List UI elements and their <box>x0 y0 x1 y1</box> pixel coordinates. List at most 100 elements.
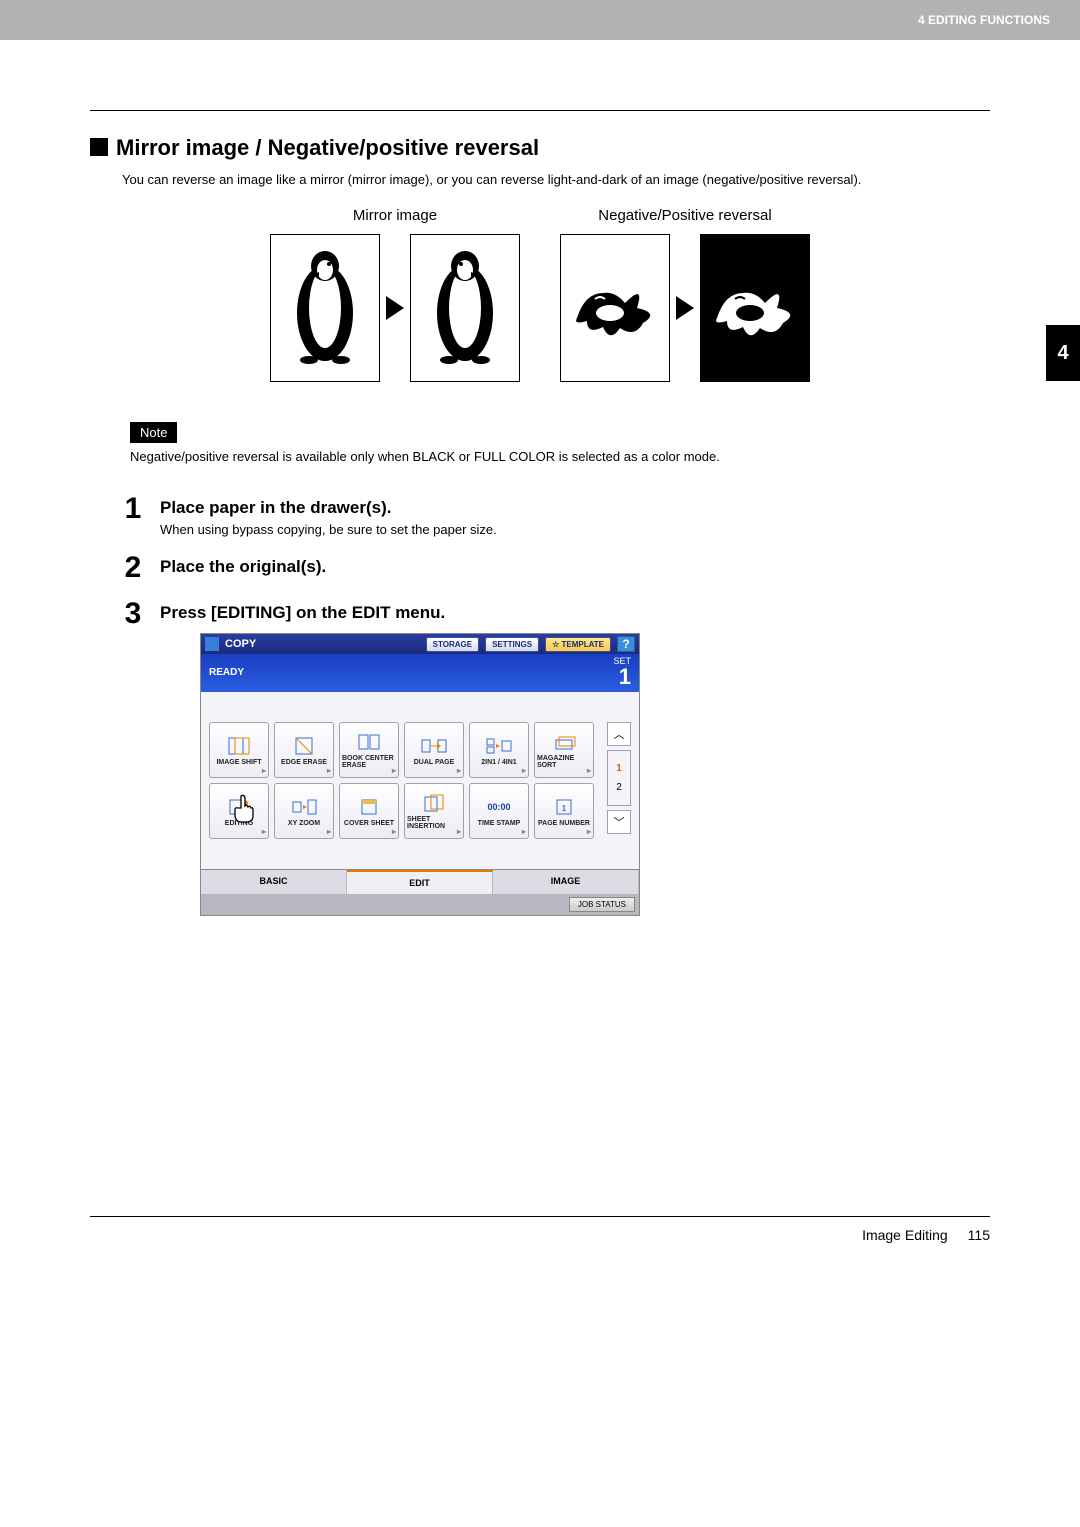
2in1-4in1-button[interactable]: 2IN1 / 4IN1▸ <box>469 722 529 778</box>
page-indicator: 1 2 <box>607 750 631 806</box>
step-number: 2 <box>120 553 146 583</box>
fn-label: DUAL PAGE <box>414 759 455 766</box>
mirror-example: Mirror image <box>270 207 520 382</box>
tab-edit[interactable]: EDIT <box>347 870 493 894</box>
sheet-insertion-icon <box>421 792 447 814</box>
ui-panel: COPY STORAGE SETTINGS ☆ TEMPLATE ? READY… <box>200 633 640 916</box>
section-intro: You can reverse an image like a mirror (… <box>122 171 990 189</box>
chapter-tab: 4 <box>1046 325 1080 381</box>
footer-page-number: 115 <box>968 1227 990 1243</box>
negpos-example: Negative/Positive reversal <box>560 207 810 382</box>
time-stamp-button[interactable]: 00:00 TIME STAMP▸ <box>469 783 529 839</box>
step-title: Press [EDITING] on the EDIT menu. <box>160 603 990 623</box>
book-center-erase-button[interactable]: BOOK CENTER ERASE▸ <box>339 722 399 778</box>
negpos-images <box>560 234 810 382</box>
ui-tabs: BASIC EDIT IMAGE <box>201 869 639 894</box>
top-rule <box>90 110 990 111</box>
step-1: 1 Place paper in the drawer(s). When usi… <box>120 494 990 537</box>
fn-label: TIME STAMP <box>478 820 521 827</box>
page-current: 1 <box>616 763 622 774</box>
negpos-label: Negative/Positive reversal <box>560 207 810 224</box>
magazine-sort-button[interactable]: MAGAZINE SORT▸ <box>534 722 594 778</box>
step-sub: When using bypass copying, be sure to se… <box>160 522 990 537</box>
nin1-icon <box>486 735 512 757</box>
ui-titlebar: COPY STORAGE SETTINGS ☆ TEMPLATE ? <box>201 634 639 654</box>
image-shift-icon <box>226 735 252 757</box>
negpos-image-after <box>700 234 810 382</box>
fn-label: EDGE ERASE <box>281 759 327 766</box>
mirror-images <box>270 234 520 382</box>
step-title: Place the original(s). <box>160 557 990 577</box>
cover-sheet-button[interactable]: COVER SHEET▸ <box>339 783 399 839</box>
fn-label: XY ZOOM <box>288 820 320 827</box>
fn-label: MAGAZINE SORT <box>537 755 591 769</box>
fn-label: BOOK CENTER ERASE <box>342 755 396 769</box>
dual-page-button[interactable]: DUAL PAGE▸ <box>404 722 464 778</box>
xy-zoom-icon <box>291 796 317 818</box>
ui-mode-label: COPY <box>225 638 256 650</box>
examples-row: Mirror image <box>90 207 990 382</box>
ready-label: READY <box>209 667 244 678</box>
arrow-icon <box>676 296 694 320</box>
footer-section: Image Editing <box>862 1227 948 1243</box>
settings-button[interactable]: SETTINGS <box>485 637 539 652</box>
ui-status-bar: READY SET 1 <box>201 654 639 692</box>
edge-erase-icon <box>291 735 317 757</box>
xy-zoom-button[interactable]: XY ZOOM▸ <box>274 783 334 839</box>
step-number: 3 <box>120 599 146 629</box>
step-2: 2 Place the original(s). <box>120 553 990 583</box>
mirror-label: Mirror image <box>270 207 520 224</box>
edge-erase-button[interactable]: EDGE ERASE▸ <box>274 722 334 778</box>
ui-footer: JOB STATUS <box>201 894 639 915</box>
dual-page-icon <box>421 735 447 757</box>
step-title: Place paper in the drawer(s). <box>160 498 990 518</box>
page-number-icon: 1 <box>551 796 577 818</box>
chapter-label: 4 EDITING FUNCTIONS <box>918 13 1050 27</box>
page-body: 4 Mirror image / Negative/positive rever… <box>0 40 1080 1323</box>
copy-icon <box>205 637 219 651</box>
function-grid: IMAGE SHIFT▸ EDGE ERASE▸ BOOK CENTER ERA… <box>209 722 631 839</box>
page-nav: ︿ 1 2 ﹀ <box>607 722 631 834</box>
fn-label: SHEET INSERTION <box>407 816 461 830</box>
ui-body: IMAGE SHIFT▸ EDGE ERASE▸ BOOK CENTER ERA… <box>201 692 639 869</box>
tab-image[interactable]: IMAGE <box>493 870 639 894</box>
mirror-image-after <box>410 234 520 382</box>
book-center-erase-icon <box>356 731 382 753</box>
set-value: 1 <box>613 666 631 688</box>
tab-basic[interactable]: BASIC <box>201 870 347 894</box>
page-header: 4 EDITING FUNCTIONS <box>0 0 1080 40</box>
negpos-image-before <box>560 234 670 382</box>
chapter-tab-number: 4 <box>1057 342 1068 365</box>
step-number: 1 <box>120 494 146 524</box>
steps-list: 1 Place paper in the drawer(s). When usi… <box>120 494 990 916</box>
fn-label: 2IN1 / 4IN1 <box>481 759 516 766</box>
image-shift-button[interactable]: IMAGE SHIFT▸ <box>209 722 269 778</box>
help-button[interactable]: ? <box>617 636 635 652</box>
template-button[interactable]: ☆ TEMPLATE <box>545 637 611 652</box>
page-footer: Image Editing 115 <box>90 1217 990 1283</box>
fn-label: COVER SHEET <box>344 820 394 827</box>
storage-button[interactable]: STORAGE <box>426 637 479 652</box>
job-status-button[interactable]: JOB STATUS <box>569 897 635 912</box>
cursor-hand-icon <box>231 794 259 824</box>
page-down-button[interactable]: ﹀ <box>607 810 631 834</box>
step-3: 3 Press [EDITING] on the EDIT menu. COPY… <box>120 599 990 916</box>
arrow-icon <box>386 296 404 320</box>
page-up-button[interactable]: ︿ <box>607 722 631 746</box>
fn-label: PAGE NUMBER <box>538 820 590 827</box>
section-title-text: Mirror image / Negative/positive reversa… <box>116 135 539 160</box>
mirror-image-before <box>270 234 380 382</box>
fn-label: IMAGE SHIFT <box>216 759 261 766</box>
time-stamp-value: 00:00 <box>487 802 510 812</box>
time-stamp-icon: 00:00 <box>486 796 512 818</box>
section-title: Mirror image / Negative/positive reversa… <box>90 135 990 161</box>
note-block: Note Negative/positive reversal is avail… <box>130 422 990 464</box>
cover-sheet-icon <box>356 796 382 818</box>
page-number-button[interactable]: 1 PAGE NUMBER▸ <box>534 783 594 839</box>
section-bullet-icon <box>90 138 108 156</box>
note-label: Note <box>130 422 177 443</box>
svg-text:1: 1 <box>562 804 567 813</box>
magazine-sort-icon <box>551 731 577 753</box>
sheet-insertion-button[interactable]: SHEET INSERTION▸ <box>404 783 464 839</box>
page-total: 2 <box>616 782 622 793</box>
